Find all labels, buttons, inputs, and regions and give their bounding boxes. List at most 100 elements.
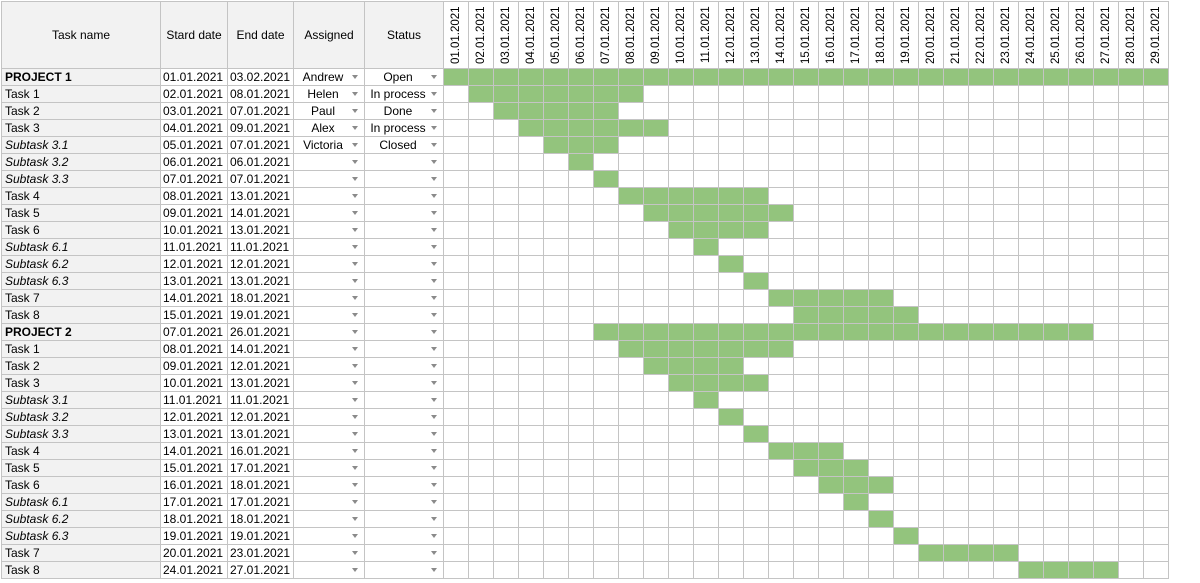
end-date-cell[interactable]: 11.01.2021 [227,238,294,256]
gantt-cell[interactable] [1143,340,1169,358]
gantt-cell[interactable] [968,119,994,137]
gantt-cell[interactable] [918,391,944,409]
gantt-cell[interactable] [943,119,969,137]
gantt-cell[interactable] [793,204,819,222]
gantt-bar-cell[interactable] [868,306,894,324]
date-header[interactable]: 14.01.2021 [768,1,794,69]
gantt-bar-cell[interactable] [743,68,769,86]
gantt-cell[interactable] [443,306,469,324]
gantt-cell[interactable] [768,527,794,545]
header-status[interactable]: Status [364,1,444,69]
date-header[interactable]: 24.01.2021 [1018,1,1044,69]
gantt-cell[interactable] [618,391,644,409]
gantt-cell[interactable] [668,272,694,290]
dropdown-arrow-icon[interactable] [352,143,358,147]
gantt-cell[interactable] [893,153,919,171]
gantt-cell[interactable] [443,425,469,443]
gantt-cell[interactable] [568,391,594,409]
gantt-cell[interactable] [468,272,494,290]
gantt-cell[interactable] [1018,238,1044,256]
start-date-cell[interactable]: 07.01.2021 [160,170,228,188]
start-date-cell[interactable]: 14.01.2021 [160,442,228,460]
status-dropdown[interactable]: Open [364,68,444,86]
gantt-cell[interactable] [893,272,919,290]
gantt-bar-cell[interactable] [568,153,594,171]
status-dropdown[interactable] [364,527,444,545]
gantt-cell[interactable] [943,561,969,579]
gantt-cell[interactable] [893,238,919,256]
gantt-bar-cell[interactable] [893,323,919,341]
gantt-cell[interactable] [518,187,544,205]
gantt-cell[interactable] [743,476,769,494]
gantt-cell[interactable] [943,306,969,324]
gantt-cell[interactable] [668,238,694,256]
gantt-cell[interactable] [868,442,894,460]
gantt-cell[interactable] [1093,510,1119,528]
gantt-cell[interactable] [493,255,519,273]
gantt-cell[interactable] [1143,272,1169,290]
gantt-cell[interactable] [443,442,469,460]
end-date-cell[interactable]: 18.01.2021 [227,510,294,528]
gantt-bar-cell[interactable] [718,187,744,205]
assigned-dropdown[interactable] [293,255,365,273]
gantt-cell[interactable] [918,442,944,460]
gantt-cell[interactable] [743,510,769,528]
gantt-cell[interactable] [493,204,519,222]
date-header[interactable]: 04.01.2021 [518,1,544,69]
date-header[interactable]: 06.01.2021 [568,1,594,69]
dropdown-arrow-icon[interactable] [352,551,358,555]
gantt-cell[interactable] [1043,136,1069,154]
dropdown-arrow-icon[interactable] [431,143,437,147]
gantt-bar-cell[interactable] [693,204,719,222]
gantt-cell[interactable] [518,221,544,239]
gantt-cell[interactable] [718,238,744,256]
gantt-cell[interactable] [643,255,669,273]
gantt-cell[interactable] [1143,527,1169,545]
gantt-cell[interactable] [668,102,694,120]
gantt-cell[interactable] [518,493,544,511]
task-name-cell[interactable]: Subtask 6.2 [1,510,161,528]
gantt-cell[interactable] [893,136,919,154]
gantt-cell[interactable] [818,272,844,290]
gantt-bar-cell[interactable] [618,323,644,341]
gantt-cell[interactable] [593,204,619,222]
end-date-cell[interactable]: 27.01.2021 [227,561,294,579]
gantt-cell[interactable] [468,357,494,375]
gantt-bar-cell[interactable] [918,68,944,86]
gantt-cell[interactable] [568,442,594,460]
task-name-cell[interactable]: Task 6 [1,221,161,239]
start-date-cell[interactable]: 12.01.2021 [160,255,228,273]
gantt-cell[interactable] [993,119,1019,137]
gantt-cell[interactable] [693,170,719,188]
gantt-cell[interactable] [1118,323,1144,341]
gantt-cell[interactable] [843,119,869,137]
task-name-cell[interactable]: Task 2 [1,357,161,375]
gantt-bar-cell[interactable] [743,374,769,392]
gantt-cell[interactable] [918,204,944,222]
gantt-cell[interactable] [793,238,819,256]
gantt-cell[interactable] [1093,340,1119,358]
start-date-cell[interactable]: 18.01.2021 [160,510,228,528]
gantt-bar-cell[interactable] [468,85,494,103]
dropdown-arrow-icon[interactable] [352,75,358,79]
gantt-cell[interactable] [718,425,744,443]
assigned-dropdown[interactable] [293,323,365,341]
gantt-cell[interactable] [493,119,519,137]
gantt-cell[interactable] [593,272,619,290]
start-date-cell[interactable]: 12.01.2021 [160,408,228,426]
gantt-bar-cell[interactable] [593,170,619,188]
gantt-cell[interactable] [968,408,994,426]
gantt-cell[interactable] [543,493,569,511]
date-header[interactable]: 09.01.2021 [643,1,669,69]
status-dropdown[interactable] [364,561,444,579]
gantt-cell[interactable] [843,425,869,443]
gantt-cell[interactable] [468,408,494,426]
gantt-cell[interactable] [1118,459,1144,477]
gantt-cell[interactable] [1043,289,1069,307]
gantt-cell[interactable] [1093,442,1119,460]
gantt-cell[interactable] [918,340,944,358]
gantt-cell[interactable] [843,357,869,375]
gantt-cell[interactable] [543,221,569,239]
gantt-cell[interactable] [618,306,644,324]
gantt-cell[interactable] [543,510,569,528]
